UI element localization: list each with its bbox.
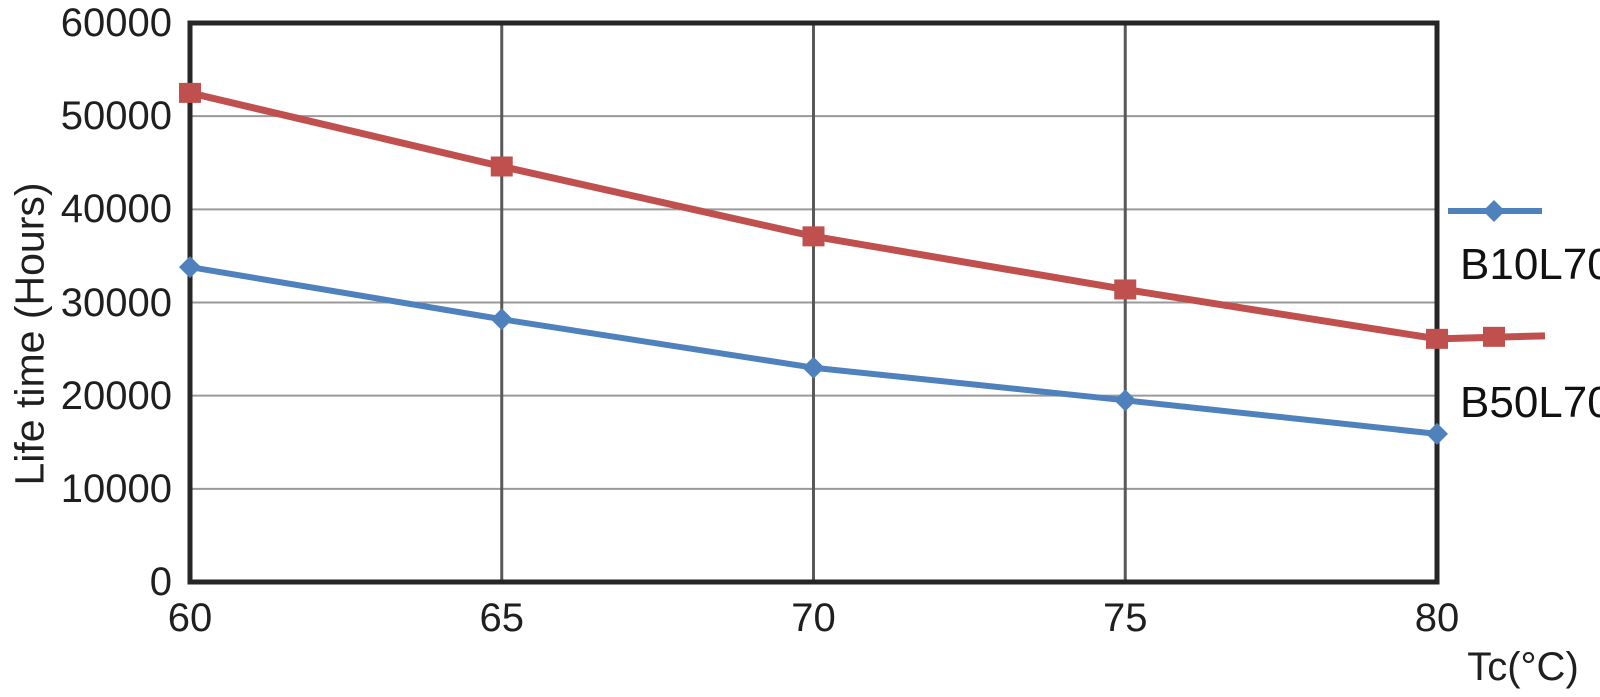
data-point-marker-diamond — [490, 308, 513, 331]
data-point-marker-diamond — [802, 356, 825, 379]
data-point-marker-diamond — [1483, 200, 1505, 222]
data-point-marker-square — [1114, 279, 1137, 300]
data-point-marker-square — [802, 226, 825, 247]
data-point-marker-square — [1483, 326, 1505, 347]
data-point-marker-diamond — [1426, 422, 1448, 445]
data-point-marker-diamond — [179, 256, 201, 279]
plot-border — [187, 20, 1440, 585]
data-point-marker-diamond — [1114, 389, 1137, 412]
data-point-marker-square — [179, 82, 201, 103]
data-point-marker-square — [490, 156, 513, 177]
